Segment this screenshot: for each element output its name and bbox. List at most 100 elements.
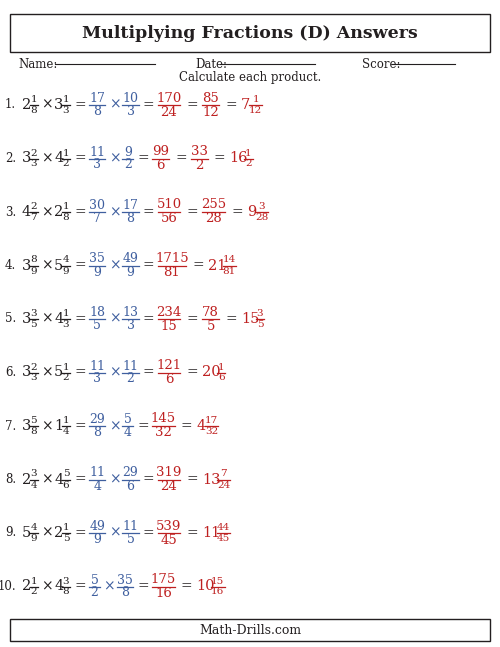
Text: 45: 45 [217,534,230,543]
Text: =: = [226,312,237,326]
Text: 10: 10 [122,92,138,105]
Text: 3: 3 [22,151,32,166]
Text: 81: 81 [164,266,180,279]
Text: 4: 4 [54,472,64,487]
Text: =: = [74,419,86,433]
Text: 3: 3 [258,202,265,211]
Text: 3: 3 [94,159,102,171]
Text: ×: × [108,526,120,540]
Text: 3: 3 [30,309,37,318]
Text: =: = [143,312,154,326]
Text: ×: × [42,366,53,380]
Text: =: = [192,259,204,272]
Text: =: = [143,259,154,272]
Text: 1: 1 [62,523,70,532]
Text: 1: 1 [30,95,37,104]
Text: 4: 4 [54,312,64,326]
Text: 2: 2 [90,586,98,600]
Text: 24: 24 [160,105,178,118]
Text: 5: 5 [90,573,98,586]
Text: 5: 5 [22,526,31,540]
Text: ×: × [42,312,53,326]
Text: 145: 145 [151,413,176,426]
Text: 6: 6 [156,159,164,172]
Text: 45: 45 [160,534,178,547]
Text: =: = [143,98,154,112]
Text: =: = [143,205,154,219]
Text: 81: 81 [222,267,236,276]
Text: 3: 3 [22,366,32,380]
Text: 4: 4 [22,205,31,219]
Bar [10,619,490,641]
Text: ×: × [42,419,53,433]
Text: ×: × [42,205,53,219]
Text: 510: 510 [156,199,182,212]
Text: 5.: 5. [5,313,16,325]
Text: 5: 5 [62,470,70,479]
Text: 8: 8 [62,213,70,222]
Text: =: = [181,580,192,593]
Text: =: = [137,419,149,433]
Text: 3: 3 [54,98,64,112]
Text: 8.: 8. [5,473,16,486]
Text: 21: 21 [208,259,227,272]
Text: ×: × [108,98,120,112]
Text: 2: 2 [54,526,64,540]
Text: 5: 5 [94,319,102,332]
Text: 11: 11 [202,526,220,540]
Text: 175: 175 [151,573,176,586]
Text: =: = [137,580,149,593]
Text: =: = [143,472,154,487]
Text: 8: 8 [30,106,37,115]
Text: ×: × [108,259,120,272]
Text: 8: 8 [121,586,129,600]
Text: ×: × [108,151,120,166]
Text: 13: 13 [122,306,138,319]
Text: 4: 4 [54,580,64,593]
Text: 2: 2 [62,373,70,382]
Text: 9.: 9. [5,527,16,540]
Text: 7: 7 [30,213,37,222]
Text: 49: 49 [90,520,106,533]
Text: 6: 6 [126,479,134,492]
Text: 5: 5 [124,413,132,426]
Text: 11: 11 [90,146,106,159]
Text: =: = [74,259,86,272]
Text: =: = [74,205,86,219]
Text: 2: 2 [124,159,132,171]
Text: 11: 11 [122,520,138,533]
Text: 9: 9 [247,205,256,219]
Text: 2: 2 [30,587,37,597]
Text: 15: 15 [212,576,224,586]
Text: 2: 2 [195,159,203,172]
Text: 319: 319 [156,466,182,479]
Text: 15: 15 [241,312,260,326]
Text: 28: 28 [255,213,268,222]
Text: 11: 11 [90,466,106,479]
Text: 99: 99 [152,145,169,158]
Text: ×: × [42,259,53,272]
Text: =: = [186,205,198,219]
Text: =: = [143,526,154,540]
Text: 1: 1 [252,95,259,104]
Text: =: = [214,151,226,166]
Text: Multiplying Fractions (D) Answers: Multiplying Fractions (D) Answers [82,25,418,41]
Text: 7: 7 [94,212,102,225]
Text: 170: 170 [156,91,182,105]
Text: 1: 1 [54,419,64,433]
Text: 35: 35 [90,252,106,265]
Text: 9: 9 [126,265,134,278]
Text: 1.: 1. [5,98,16,111]
Text: ×: × [108,472,120,487]
Text: 6: 6 [62,481,70,490]
Text: =: = [181,419,192,433]
Text: 1: 1 [62,149,70,157]
Text: 3: 3 [22,312,32,326]
Text: ×: × [108,366,120,380]
Text: 3: 3 [22,259,32,272]
Text: 28: 28 [206,212,222,226]
Text: 2: 2 [22,580,31,593]
Text: 35: 35 [117,573,133,586]
Text: 4: 4 [30,481,37,490]
Text: 1: 1 [30,576,37,586]
